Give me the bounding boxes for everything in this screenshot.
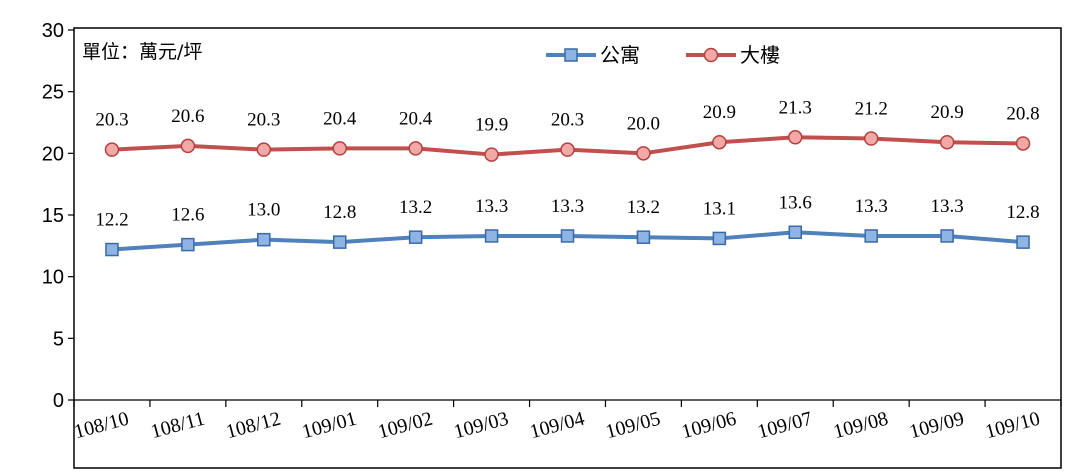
data-point-apartment: [788, 225, 803, 240]
data-label-building: 20.6: [171, 106, 204, 127]
data-point-building: [560, 142, 575, 157]
unit-note: 單位：萬元/坪: [82, 41, 202, 63]
legend-label-apartment: 公寓: [600, 43, 640, 67]
data-label-building: 20.0: [627, 113, 660, 134]
y-tick-label: 15: [42, 205, 64, 227]
data-label-building: 20.9: [703, 102, 736, 123]
legend-marker-apartment: [564, 48, 578, 62]
plot-frame: [73, 27, 1062, 469]
data-point-building: [104, 142, 120, 157]
data-label-apartment: 13.6: [779, 192, 812, 213]
data-label-building: 19.9: [475, 115, 508, 136]
data-label-apartment: 13.3: [855, 196, 888, 217]
data-point-building: [939, 134, 955, 150]
data-point-apartment: [560, 229, 575, 243]
series-layer: 12.2 12.6 13.0 12.8 13.2 13.3 13.3 13.2 13.1 13.6…: [95, 97, 1040, 257]
data-point-apartment: [864, 229, 878, 243]
data-label-apartment: 13.3: [930, 196, 963, 217]
data-point-building: [636, 146, 651, 161]
data-point-apartment: [257, 232, 271, 247]
data-label-apartment: 13.2: [399, 197, 432, 218]
data-label-building: 20.9: [930, 102, 963, 123]
data-point-apartment: [332, 235, 347, 249]
data-label-building: 20.3: [551, 110, 584, 131]
data-point-building: [1015, 136, 1031, 151]
y-tick-label: 10: [42, 267, 64, 289]
data-label-building: 21.3: [779, 97, 812, 118]
legend-label-building: 大樓: [740, 43, 780, 67]
data-point-apartment: [940, 229, 954, 243]
y-axis: 0 5 10 15 20 25 30: [42, 20, 74, 412]
data-point-building: [863, 131, 879, 146]
data-label-apartment: 12.8: [1006, 202, 1039, 223]
y-tick-label: 25: [42, 82, 64, 104]
data-label-building: 21.2: [855, 99, 888, 120]
legend: 公寓 大樓: [546, 43, 780, 67]
data-label-apartment: 13.0: [247, 200, 280, 221]
data-point-building: [484, 147, 499, 162]
data-label-apartment: 13.1: [703, 198, 736, 219]
data-label-apartment: 13.2: [627, 197, 660, 218]
data-point-apartment: [408, 230, 423, 244]
data-point-apartment: [712, 231, 727, 246]
legend-marker-building: [703, 47, 719, 63]
data-label-apartment: 12.8: [323, 202, 356, 223]
data-point-building: [712, 134, 727, 150]
data-label-apartment: 13.3: [551, 196, 584, 217]
data-label-apartment: 12.6: [171, 205, 204, 226]
data-point-building: [332, 141, 347, 156]
y-tick-label: 20: [42, 143, 64, 165]
data-label-building: 20.3: [95, 110, 128, 131]
data-label-building: 20.4: [323, 108, 357, 129]
data-point-apartment: [1016, 235, 1030, 249]
series-building: 20.3 20.6 20.3 20.4 20.4 19.9 20.3 20.0 20.9 21.3…: [95, 97, 1040, 162]
data-label-building: 20.4: [399, 108, 433, 129]
data-point-apartment: [484, 229, 499, 243]
data-point-apartment: [636, 230, 651, 244]
data-point-apartment: [105, 242, 119, 257]
data-point-building: [180, 138, 196, 154]
data-point-building: [788, 130, 803, 145]
data-label-building: 20.3: [247, 110, 280, 131]
legend-item-building: 大樓: [686, 43, 780, 67]
y-tick-label: 5: [53, 328, 64, 350]
data-point-building: [256, 142, 272, 157]
data-label-apartment: 13.3: [475, 196, 508, 217]
data-label-building: 20.8: [1006, 103, 1039, 124]
data-point-building: [408, 141, 423, 156]
data-label-apartment: 12.2: [95, 210, 128, 231]
data-point-apartment: [181, 237, 195, 252]
series-apartment: 12.2 12.6 13.0 12.8 13.2 13.3 13.3 13.2 13.1 13.6…: [95, 192, 1040, 257]
y-tick-label: 0: [53, 390, 64, 412]
y-tick-label: 30: [42, 20, 64, 42]
legend-item-apartment: 公寓: [546, 43, 640, 67]
